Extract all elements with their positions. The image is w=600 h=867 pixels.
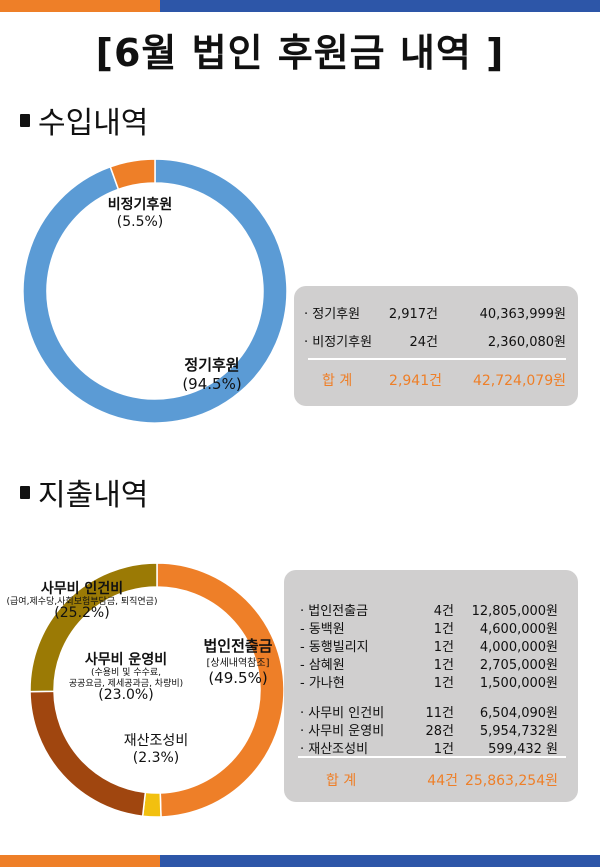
expense-row-count: 1건 [433, 676, 454, 691]
expense-heading-text: 지출내역 [38, 478, 149, 513]
page-title: [6월 법인 후원금 내역 ] [95, 31, 505, 75]
slice-label-percent: (5.5%) [117, 214, 164, 230]
donut-slice [22, 158, 288, 424]
expense-total-label: 합 계 [326, 773, 357, 789]
slice-label-percent: (94.5%) [182, 375, 241, 393]
bullet-icon [20, 113, 30, 127]
income-heading: 수입내역 [20, 98, 148, 142]
top-accent-blue [160, 0, 600, 12]
slice-label-name: 사무비 운영비 [85, 651, 167, 668]
donut-slice [156, 562, 285, 818]
income-heading-text: 수입내역 [38, 106, 149, 141]
expense-row-count: 1건 [433, 658, 454, 673]
income-total-label: 합 계 [322, 373, 353, 389]
expense-total-count: 44건 [427, 773, 458, 789]
income-row-amount: 2,360,080원 [487, 335, 566, 350]
bottom-accent-blue [160, 855, 600, 867]
slice-label-note: [상세내역참조] [206, 657, 269, 669]
slice-label-name: 비정기후원 [108, 196, 172, 213]
expense-row-label: · 재산조성비 [300, 742, 369, 757]
panel-divider [298, 756, 566, 758]
slice-label-note: (급여,제수당,사회보험부담금, 퇴직연금) [7, 595, 158, 607]
income-row-amount: 40,363,999원 [479, 307, 566, 322]
income-row-label: · 정기후원 [304, 307, 361, 322]
expense-row-count: 28건 [425, 724, 454, 739]
slice-label: 정기후원(94.5%) [182, 356, 241, 393]
expense-row-amount: 4,600,000원 [479, 622, 558, 637]
income-row-count: 24건 [409, 335, 438, 350]
slice-label-percent: (49.5%) [208, 669, 267, 687]
top-accent-orange [0, 0, 160, 12]
expense-row-label: - 동행빌리지 [300, 640, 369, 655]
slice-label-percent: (23.0%) [98, 687, 153, 703]
income-row-count: 2,917건 [388, 307, 438, 322]
donut-slice [29, 562, 158, 693]
expense-row-count: 1건 [433, 622, 454, 637]
expense-summary-panel: · 법인전출금 4건 12,805,000원 - 동백원 1건 4,600,000원 - 동… [284, 570, 578, 802]
income-total-count: 2,941건 [389, 373, 442, 389]
slice-label: 법인전출금 [상세내역참조](49.5%) [203, 637, 272, 687]
expense-row-count: 1건 [433, 640, 454, 655]
expense-row-label: - 삼혜원 [300, 658, 345, 673]
income-total-amount: 42,724,079원 [472, 373, 566, 389]
income-summary-panel: · 정기후원 2,917건 40,363,999원 · 비정기후원 24건 2,… [294, 286, 578, 406]
slice-label-name: 사무비 인건비 [41, 580, 123, 597]
expense-row-amount: 6,504,090원 [479, 706, 558, 721]
slice-label-note: (수용비 및 수수료, [91, 666, 161, 678]
slice-label-percent: (2.3%) [133, 750, 180, 766]
slice-label: 사무비 운영비(수용비 및 수수료,공공요금, 제세공과금, 차량비)(23.0… [69, 651, 183, 703]
slice-label-percent: (25.2%) [54, 605, 109, 621]
slice-label-name: 정기후원 [184, 356, 239, 374]
slice-label-name: 법인전출금 [203, 637, 272, 655]
slice-label: 사무비 인건비(급여,제수당,사회보험부담금, 퇴직연금)(25.2%) [7, 580, 158, 621]
expense-row-amount: 2,705,000원 [479, 658, 558, 673]
expense-row-label: · 사무비 인건비 [300, 706, 385, 721]
expense-row-amount: 1,500,000원 [479, 676, 558, 691]
expense-row-amount: 12,805,000원 [471, 604, 558, 619]
bullet-icon [20, 485, 30, 499]
slice-label-note: 공공요금, 제세공과금, 차량비) [69, 677, 183, 689]
panel-divider [308, 358, 566, 360]
donut-slice [29, 690, 147, 818]
expense-row-amount: 4,000,000원 [479, 640, 558, 655]
bottom-accent-orange [0, 855, 160, 867]
expense-total-amount: 25,863,254원 [464, 773, 558, 789]
slice-label: 비정기후원(5.5%) [108, 196, 172, 230]
income-row-label: · 비정기후원 [304, 335, 373, 350]
expense-row-label: - 가나현 [300, 676, 345, 691]
expense-row-amount: 5,954,732원 [479, 724, 558, 739]
slice-label: 재산조성비(2.3%) [124, 733, 188, 766]
slice-label-name: 재산조성비 [124, 733, 188, 749]
expense-row-label: · 법인전출금 [300, 604, 369, 619]
expense-heading: 지출내역 [20, 470, 148, 514]
expense-row-count: 1건 [433, 742, 454, 757]
expense-row-amount: 599,432 원 [488, 742, 558, 757]
donut-slice [109, 158, 156, 191]
expense-row-count: 4건 [433, 604, 454, 619]
expense-row-label: - 동백원 [300, 622, 345, 637]
expense-row-count: 11건 [425, 706, 454, 721]
expense-row-label: · 사무비 운영비 [300, 724, 385, 739]
